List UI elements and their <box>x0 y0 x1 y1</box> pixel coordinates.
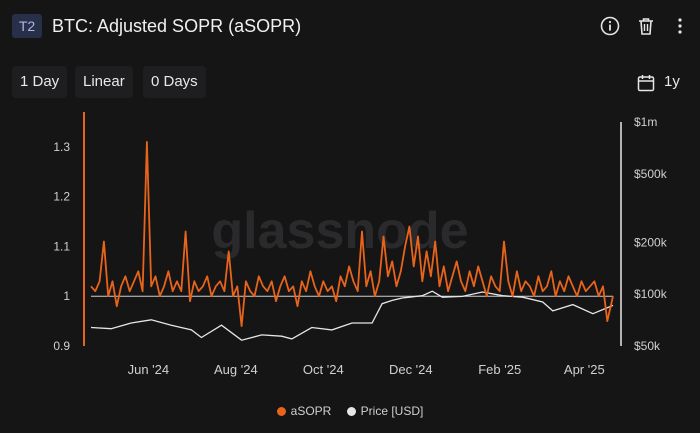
legend-label-asopr: aSOPR <box>290 404 332 418</box>
legend-label-price: Price [USD] <box>360 404 424 418</box>
info-icon[interactable] <box>599 15 621 37</box>
left-tick-label: 1.3 <box>53 140 70 154</box>
right-tick-label: $50k <box>634 339 661 353</box>
right-tick-label: $200k <box>634 235 668 249</box>
chart-title: BTC: Adjusted SOPR (aSOPR) <box>52 16 302 36</box>
x-tick-label: Jun '24 <box>128 362 170 377</box>
x-tick-label: Oct '24 <box>303 362 344 377</box>
asopr-series-line[interactable] <box>90 140 614 328</box>
left-axis: 0.9 1 1.1 1.2 1.3 <box>53 140 70 353</box>
watermark: glassnode <box>211 202 468 260</box>
x-tick-label: Aug '24 <box>214 362 258 377</box>
time-range-button[interactable]: 1y <box>664 73 680 90</box>
tier-badge: T2 <box>12 14 42 38</box>
left-tick-label: 0.9 <box>53 339 70 353</box>
left-tick-label: 1 <box>63 289 70 303</box>
chart-legend: aSOPR Price [USD] <box>0 404 700 426</box>
x-tick-label: Apr '25 <box>564 362 605 377</box>
chart-header: T2 BTC: Adjusted SOPR (aSOPR) <box>0 0 700 52</box>
legend-dot-price <box>346 407 356 416</box>
x-tick-label: Dec '24 <box>389 362 433 377</box>
more-vertical-icon[interactable] <box>669 15 691 37</box>
moving-average-button[interactable]: 0 Days <box>143 66 206 98</box>
right-tick-label: $100k <box>634 287 668 301</box>
right-tick-label: $500k <box>634 167 668 181</box>
left-tick-label: 1.2 <box>53 190 70 204</box>
resolution-button[interactable]: 1 Day <box>12 66 68 98</box>
trash-icon[interactable] <box>635 15 657 37</box>
x-axis: Jun '24 Aug '24 Oct '24 Dec '24 Feb '25 Apr '… <box>128 362 605 377</box>
x-tick-label: Feb '25 <box>478 362 521 377</box>
price-series-line[interactable] <box>90 290 614 341</box>
legend-item-asopr[interactable]: aSOPR <box>276 404 332 418</box>
chart-area: glassnode 0.911.11.21.3 $50k$100k$200k$5… <box>53 112 668 377</box>
calendar-icon[interactable] <box>636 73 656 93</box>
chart-toolbar: 1 Day Linear 0 Days 1y <box>0 66 700 100</box>
legend-item-price[interactable]: Price [USD] <box>346 404 424 418</box>
scale-button[interactable]: Linear <box>75 66 133 98</box>
legend-dot-asopr <box>276 407 286 416</box>
right-tick-label: $1m <box>634 115 657 129</box>
left-tick-label: 1.1 <box>53 239 70 253</box>
right-axis: $50k $100k $200k $500k $1m <box>634 115 668 353</box>
